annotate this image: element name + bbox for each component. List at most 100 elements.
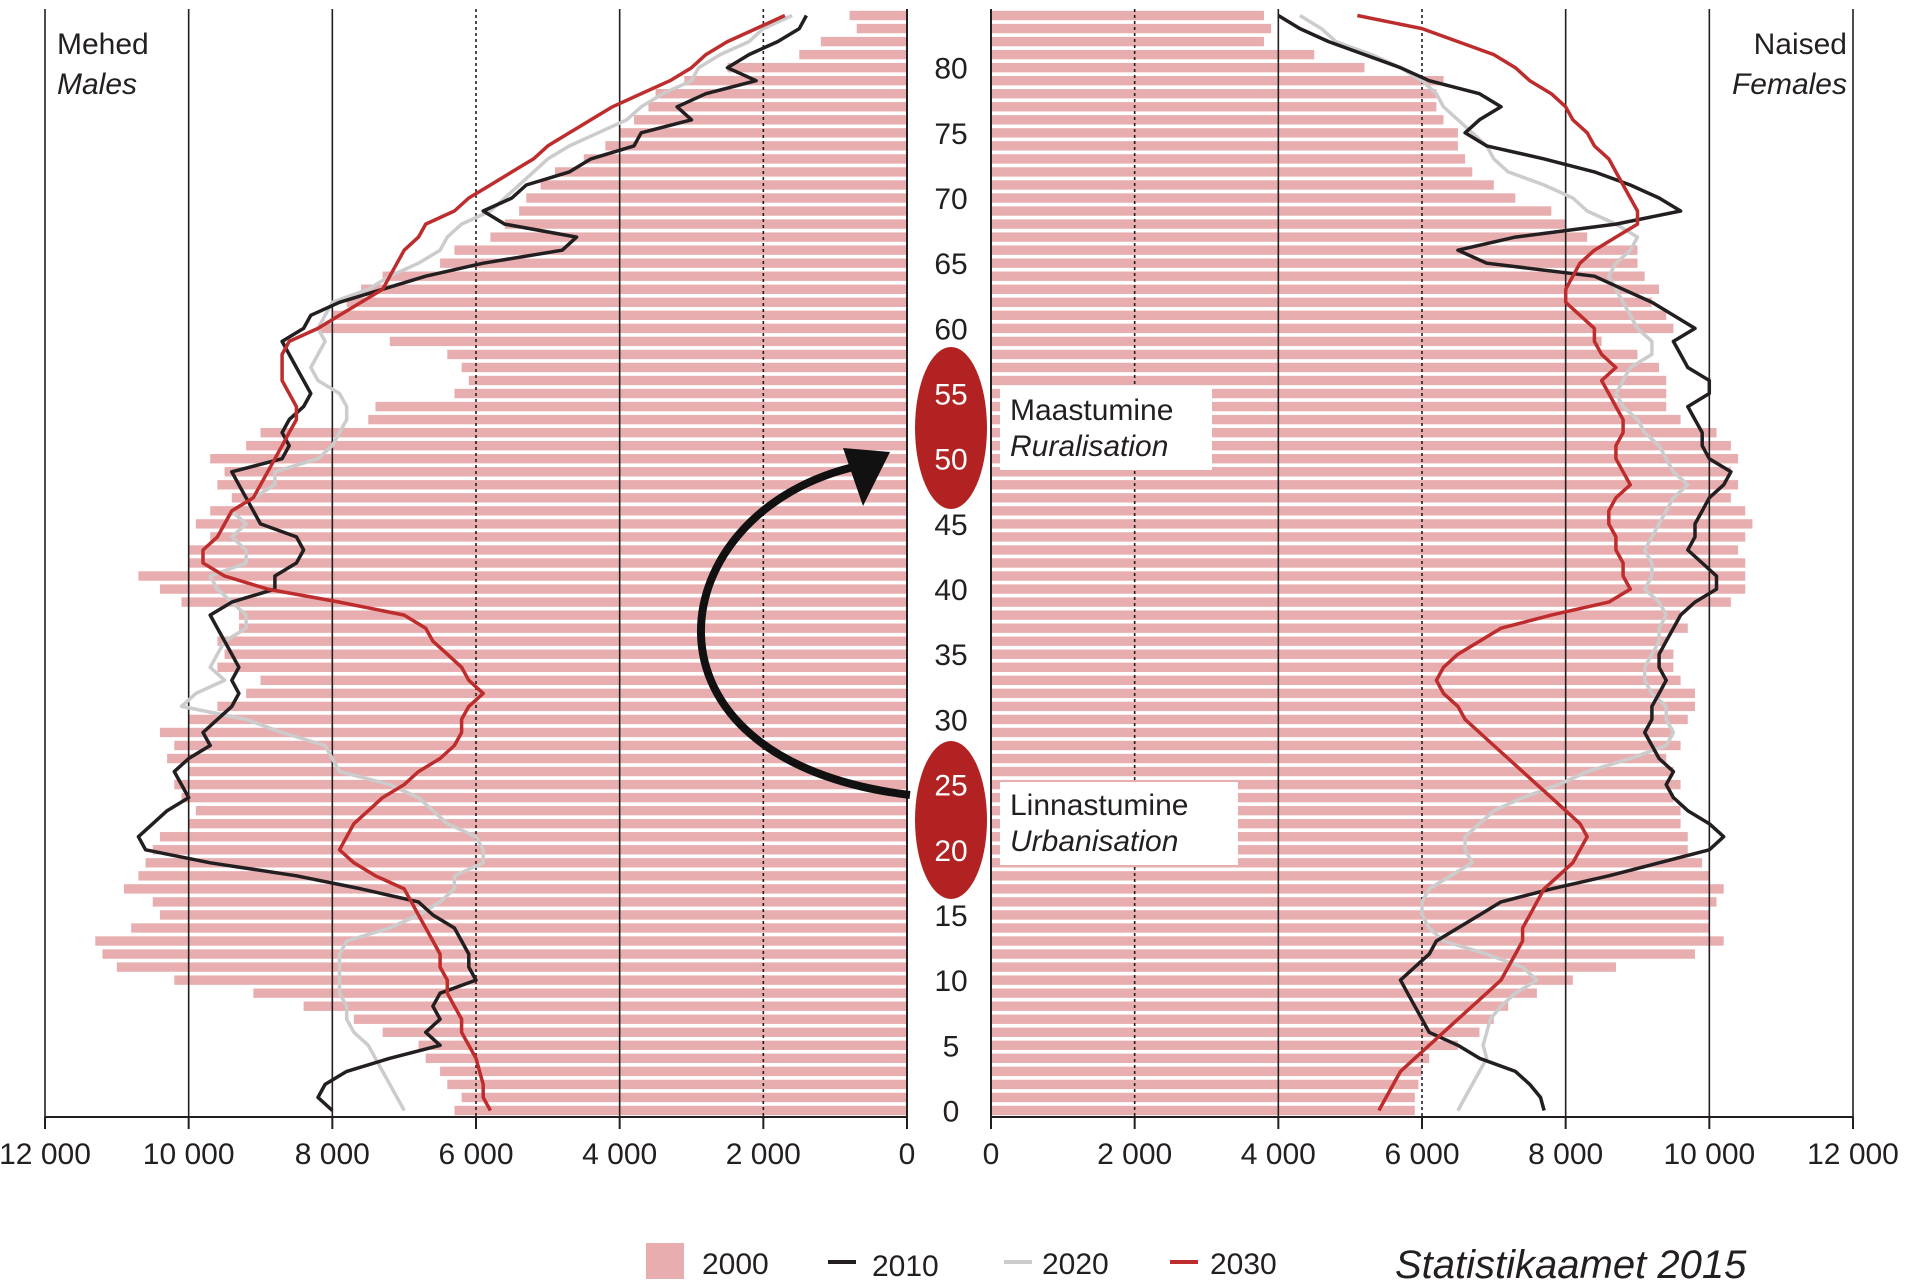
legend: 2000 2010 2020 2030 xyxy=(646,1243,1277,1280)
age-tick-label-35: 35 xyxy=(934,639,967,672)
bar-female-2000-age-74 xyxy=(991,141,1458,151)
line-female-2020 xyxy=(1298,14,1690,1112)
age-tick-label-50: 50 xyxy=(934,444,967,477)
age-tick-label-15: 15 xyxy=(934,900,967,933)
age-tick-label-45: 45 xyxy=(934,509,967,542)
bar-female-2000-age-0 xyxy=(991,1105,1415,1116)
bar-male-2000-age-53 xyxy=(368,414,907,425)
bar-female-2000-age-55 xyxy=(991,388,1667,399)
bar-male-2000-age-62 xyxy=(346,297,907,307)
bar-female-2000-age-42 xyxy=(991,558,1746,568)
bar-female-2000-age-54 xyxy=(991,401,1667,412)
bar-female-2000-age-12 xyxy=(991,949,1695,959)
bar-female-2000-age-75 xyxy=(991,128,1458,138)
bar-male-2000-age-54 xyxy=(375,401,907,412)
ruralisation-age-marker xyxy=(915,347,987,509)
line-male-2030 xyxy=(201,13,786,1112)
females-label-english: Females xyxy=(1732,68,1847,101)
bar-female-2000-age-80 xyxy=(991,62,1365,73)
bar-female-2000-age-19 xyxy=(991,858,1703,868)
bar-male-2000-age-31 xyxy=(217,701,907,712)
legend-label-2000: 2000 xyxy=(702,1248,769,1280)
bar-female-2000-age-41 xyxy=(991,571,1746,581)
migration-arrow xyxy=(697,462,911,799)
bar-male-2000-age-36 xyxy=(217,636,907,646)
age-axis-labels: 0 5 10 15 20 25 30 35 40 45 50 55 60 65 70 75 80 xyxy=(934,53,967,1129)
age-tick-label-5: 5 xyxy=(943,1030,960,1063)
bar-female-2000-age-63 xyxy=(991,284,1660,294)
bar-female-2000-age-76 xyxy=(991,115,1444,125)
bar-male-2000-age-6 xyxy=(382,1027,907,1037)
bar-female-2000-age-58 xyxy=(991,349,1638,360)
bar-male-2000-age-76 xyxy=(634,115,907,125)
bar-female-2000-age-71 xyxy=(991,180,1494,190)
bar-male-2000-age-11 xyxy=(116,962,908,972)
x-tick-label-R-12000: 12 000 xyxy=(1807,1138,1899,1171)
males-label-estonian: Mehed xyxy=(57,28,149,61)
bar-female-2000-age-13 xyxy=(991,936,1724,946)
legend-label-2020: 2020 xyxy=(1042,1248,1109,1280)
urbanisation-label-estonian: Linnastumine xyxy=(1010,789,1188,822)
bar-male-2000-age-38 xyxy=(238,610,907,620)
age-tick-label-70: 70 xyxy=(934,183,967,216)
bar-female-2000-age-5 xyxy=(991,1040,1458,1050)
bar-male-2000-age-68 xyxy=(504,219,907,229)
line-male-2020 xyxy=(179,13,793,1112)
x-tick-label-R-6000: 6 000 xyxy=(1384,1138,1459,1171)
bar-male-2000-age-21 xyxy=(159,832,907,842)
bar-female-2000-age-57 xyxy=(991,362,1660,373)
bar-female-2000-age-28 xyxy=(991,740,1681,751)
bar-male-2000-age-37 xyxy=(238,623,907,633)
bar-female-2000-age-30 xyxy=(991,714,1688,725)
bar-female-2000-age-49 xyxy=(991,467,1731,477)
age-tick-label-55: 55 xyxy=(934,379,967,412)
bar-female-2000-age-77 xyxy=(991,102,1437,112)
bar-female-2000-age-60 xyxy=(991,323,1674,334)
x-tick-label-L-10000: 10 000 xyxy=(143,1138,235,1171)
bar-female-2000-age-31 xyxy=(991,701,1695,712)
age-tick-label-40: 40 xyxy=(934,574,967,607)
bar-female-2000-age-2 xyxy=(991,1079,1419,1090)
bar-female-2000-age-18 xyxy=(991,871,1710,881)
bar-female-2000-age-78 xyxy=(991,89,1437,99)
x-tick-label-R-10000: 10 000 xyxy=(1663,1138,1755,1171)
bar-male-2000-age-79 xyxy=(684,76,907,86)
bar-male-2000-age-7 xyxy=(353,1014,908,1024)
bar-male-2000-age-64 xyxy=(382,271,907,281)
bar-female-2000-age-26 xyxy=(991,766,1674,777)
x-tick-label-R-8000: 8 000 xyxy=(1528,1138,1603,1171)
bar-male-2000-age-81 xyxy=(799,49,907,60)
bar-female-2000-age-15 xyxy=(991,910,1710,920)
bar-male-2000-age-80 xyxy=(727,62,907,73)
age-tick-label-0: 0 xyxy=(943,1096,960,1129)
bar-male-2000-age-39 xyxy=(181,597,907,607)
age-tick-label-80: 80 xyxy=(934,53,967,86)
bar-female-2000-age-10 xyxy=(991,975,1573,985)
bar-female-2000-age-48 xyxy=(991,480,1739,490)
bar-female-2000-age-47 xyxy=(991,493,1731,503)
bar-female-2000-age-46 xyxy=(991,506,1746,516)
age-tick-label-65: 65 xyxy=(934,248,967,281)
bar-female-2000-age-81 xyxy=(991,49,1315,60)
urbanisation-age-marker xyxy=(915,741,987,899)
bar-male-2000-age-46 xyxy=(210,506,907,516)
bar-male-2000-age-29 xyxy=(159,727,907,738)
age-tick-label-10: 10 xyxy=(934,965,967,998)
urbanisation-label-english: Urbanisation xyxy=(1010,825,1178,858)
bar-female-2000-age-27 xyxy=(991,753,1667,764)
females-label-estonian: Naised xyxy=(1754,28,1847,61)
bar-female-2000-age-6 xyxy=(991,1027,1480,1037)
bar-female-2000-age-25 xyxy=(991,779,1681,790)
bar-male-2000-age-43 xyxy=(188,545,907,555)
bar-male-2000-age-19 xyxy=(145,858,908,868)
bar-female-2000-age-24 xyxy=(991,792,1674,803)
bar-female-2000-age-61 xyxy=(991,310,1667,321)
legend-swatch-2000 xyxy=(646,1243,684,1279)
legend-label-2010: 2010 xyxy=(872,1250,939,1280)
bar-female-2000-age-36 xyxy=(991,636,1667,646)
bar-male-2000-age-3 xyxy=(440,1066,907,1077)
bar-male-2000-age-84 xyxy=(849,10,907,21)
bar-male-2000-age-30 xyxy=(188,714,907,725)
bar-male-2000-age-72 xyxy=(555,167,907,177)
